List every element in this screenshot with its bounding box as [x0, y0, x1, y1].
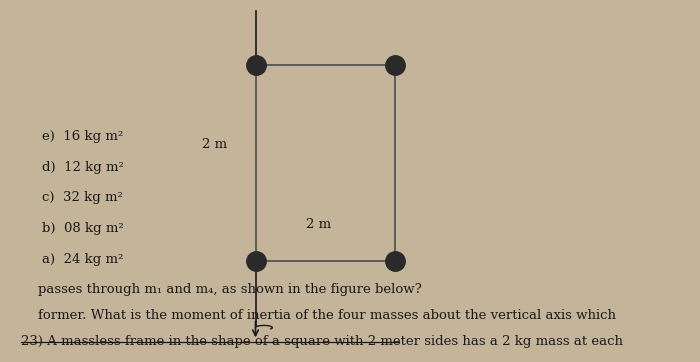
- Text: b)  08 kg m²: b) 08 kg m²: [42, 222, 124, 235]
- Text: 23) A massless frame in the shape of a square with 2 meter sides has a 2 kg mass: 23) A massless frame in the shape of a s…: [21, 335, 623, 348]
- Text: c)  32 kg m²: c) 32 kg m²: [42, 191, 123, 205]
- Text: 2 m: 2 m: [306, 218, 331, 231]
- Text: passes through m₁ and m₄, as shown in the figure below?: passes through m₁ and m₄, as shown in th…: [38, 283, 422, 296]
- Text: 2 m: 2 m: [202, 138, 228, 151]
- Text: d)  12 kg m²: d) 12 kg m²: [42, 161, 124, 174]
- Text: former. What is the moment of inertia of the four masses about the vertical axis: former. What is the moment of inertia of…: [38, 309, 617, 322]
- Text: a)  24 kg m²: a) 24 kg m²: [42, 253, 123, 266]
- Text: e)  16 kg m²: e) 16 kg m²: [42, 130, 123, 143]
